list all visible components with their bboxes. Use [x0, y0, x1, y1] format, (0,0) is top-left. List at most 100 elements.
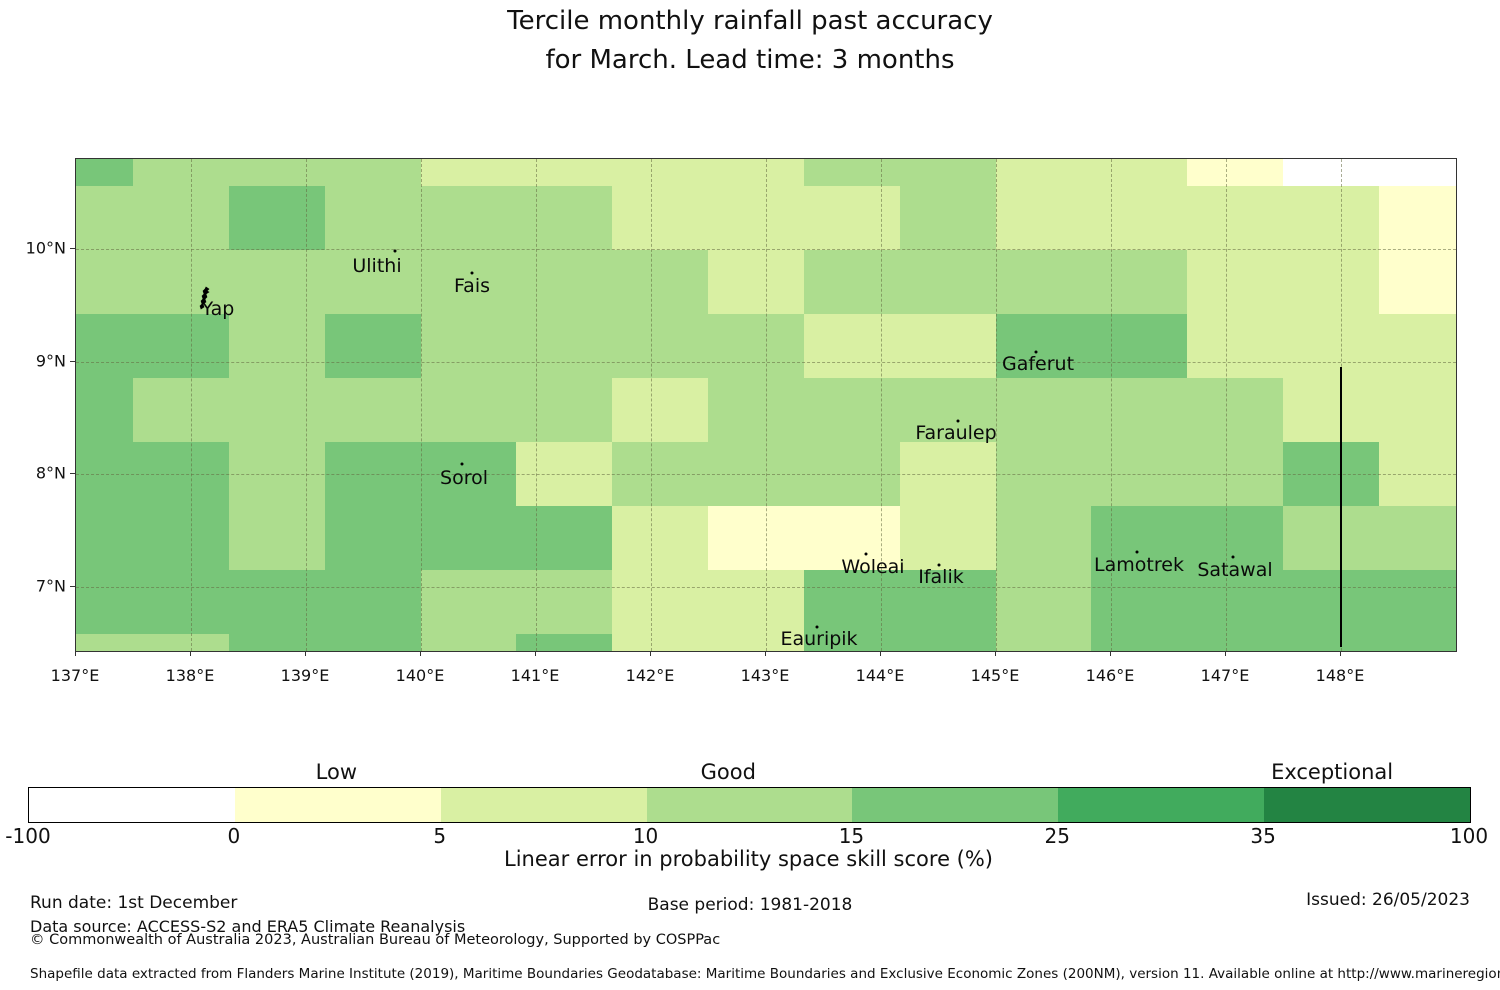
- map-cell-r3-c9: [900, 314, 996, 378]
- y-tick-label-8°N: 8°N: [35, 463, 66, 483]
- colorbar-tick-100: 100: [1449, 824, 1489, 848]
- map-cell-r8-c6: [612, 634, 708, 651]
- map-cell-r2-c4: [421, 250, 516, 314]
- map-cell-r7-c4: [421, 570, 516, 634]
- map-cell-r5-c5: [516, 442, 612, 506]
- x-tick-label-137°E: 137°E: [50, 666, 100, 685]
- island-dot-fais: [470, 271, 474, 275]
- map-cell-r8-c3: [325, 634, 421, 651]
- map-cell-r1-c0: [76, 186, 133, 250]
- map-cell-r6-c13: [1283, 506, 1379, 570]
- map-cell-r7-c3: [325, 570, 421, 634]
- island-label-eauripik: Eauripik: [780, 628, 858, 650]
- map-cell-r0-c0: [76, 159, 133, 186]
- island-dot-satawal: [1231, 555, 1235, 559]
- map-cell-r1-c8: [804, 186, 900, 250]
- map-cell-r2-c2: [229, 250, 325, 314]
- map-cell-r6-c11: [1091, 506, 1187, 570]
- x-tickmark-144°E: [880, 651, 881, 656]
- x-tick-label-145°E: 145°E: [970, 666, 1020, 685]
- issued-date-text: Issued: 26/05/2023: [1306, 890, 1470, 910]
- island-dot-ifalik: [937, 563, 941, 567]
- x-tickmark-143°E: [765, 651, 766, 656]
- x-tickmark-138°E: [190, 651, 191, 656]
- map-cell-r4-c7: [708, 378, 804, 442]
- map-cell-r3-c2: [229, 314, 325, 378]
- map-cell-r8-c4: [421, 634, 516, 651]
- map-cell-r8-c10: [996, 634, 1091, 651]
- map-cell-r2-c12: [1187, 250, 1283, 314]
- map-cell-r7-c8: [804, 570, 900, 634]
- gridline-lon-146: [1111, 159, 1112, 651]
- map-cell-r4-c4: [421, 378, 516, 442]
- colorbar-tick-5: 5: [433, 824, 447, 848]
- map-cell-r7-c11: [1091, 570, 1187, 634]
- map-cell-r7-c14: [1379, 570, 1456, 634]
- island-dot-lamotrek: [1135, 550, 1139, 554]
- map-cell-r7-c7: [708, 570, 804, 634]
- map-cell-r2-c8: [804, 250, 900, 314]
- map-cell-r2-c11: [1091, 250, 1187, 314]
- map-cell-r3-c1: [133, 314, 229, 378]
- map-cell-r1-c6: [612, 186, 708, 250]
- map-cell-r6-c10: [996, 506, 1091, 570]
- map-cell-r8-c11: [1091, 634, 1187, 651]
- x-tick-label-138°E: 138°E: [165, 666, 215, 685]
- map-cell-r7-c10: [996, 570, 1091, 634]
- map-cell-r8-c1: [133, 634, 229, 651]
- map-cell-r0-c1: [133, 159, 229, 186]
- map-cell-r2-c1: [133, 250, 229, 314]
- gridline-lon-139: [306, 159, 307, 651]
- island-label-yap: Yap: [201, 298, 235, 320]
- map-cell-r1-c14: [1379, 186, 1456, 250]
- map-cell-r4-c9: [900, 378, 996, 442]
- map-cell-r0-c11: [1091, 159, 1187, 186]
- map-cell-r2-c13: [1283, 250, 1379, 314]
- map-cell-r1-c10: [996, 186, 1091, 250]
- map-cell-r8-c5: [516, 634, 612, 651]
- map-cell-r3-c8: [804, 314, 900, 378]
- colorbar-tick--100: -100: [5, 824, 51, 848]
- gridline-lon-141: [536, 159, 537, 651]
- map-cell-r4-c12: [1187, 378, 1283, 442]
- island-label-ifalik: Ifalik: [918, 566, 964, 588]
- colorbar-segment-W: [29, 788, 235, 822]
- title-line-2: for March. Lead time: 3 months: [545, 45, 955, 75]
- map-cell-r1-c12: [1187, 186, 1283, 250]
- x-tickmark-140°E: [420, 651, 421, 656]
- island-dot-ulithi: [393, 249, 397, 253]
- map-cell-r7-c13: [1283, 570, 1379, 634]
- x-tick-label-143°E: 143°E: [740, 666, 790, 685]
- map-cell-r0-c13: [1283, 159, 1379, 186]
- colorbar-segment-MG: [852, 788, 1059, 822]
- run-date-text: Run date: 1st December: [30, 893, 238, 913]
- map-cell-r7-c0: [76, 570, 133, 634]
- map-cell-r8-c9: [900, 634, 996, 651]
- map-cell-r0-c3: [325, 159, 421, 186]
- map-cell-r3-c13: [1283, 314, 1379, 378]
- colorbar-caption: Linear error in probability space skill …: [504, 847, 993, 871]
- map-cell-r8-c13: [1283, 634, 1379, 651]
- map-cell-r0-c7: [708, 159, 804, 186]
- map-cell-r7-c12: [1187, 570, 1283, 634]
- copyright-text: © Commonwealth of Australia 2023, Austra…: [30, 932, 721, 948]
- map-cell-r1-c3: [325, 186, 421, 250]
- map-cell-r3-c14: [1379, 314, 1456, 378]
- y-tickmark-9°N: [70, 360, 75, 362]
- x-tick-label-144°E: 144°E: [855, 666, 905, 685]
- map-cell-r6-c9: [900, 506, 996, 570]
- map-cell-r4-c0: [76, 378, 133, 442]
- map-cell-r3-c12: [1187, 314, 1283, 378]
- island-dot-eauripik: [815, 625, 819, 629]
- x-tick-label-146°E: 146°E: [1085, 666, 1135, 685]
- map-cell-r1-c13: [1283, 186, 1379, 250]
- gridline-lon-143: [766, 159, 767, 651]
- map-cell-r3-c6: [612, 314, 708, 378]
- map-cell-r5-c13: [1283, 442, 1379, 506]
- map-cell-r4-c1: [133, 378, 229, 442]
- colorbar-region-label-good: Good: [700, 760, 756, 784]
- map-cell-r4-c13: [1283, 378, 1379, 442]
- gridline-lon-140: [421, 159, 422, 651]
- gridline-lat-10: [76, 249, 1456, 251]
- colorbar-segment-Y: [234, 788, 441, 822]
